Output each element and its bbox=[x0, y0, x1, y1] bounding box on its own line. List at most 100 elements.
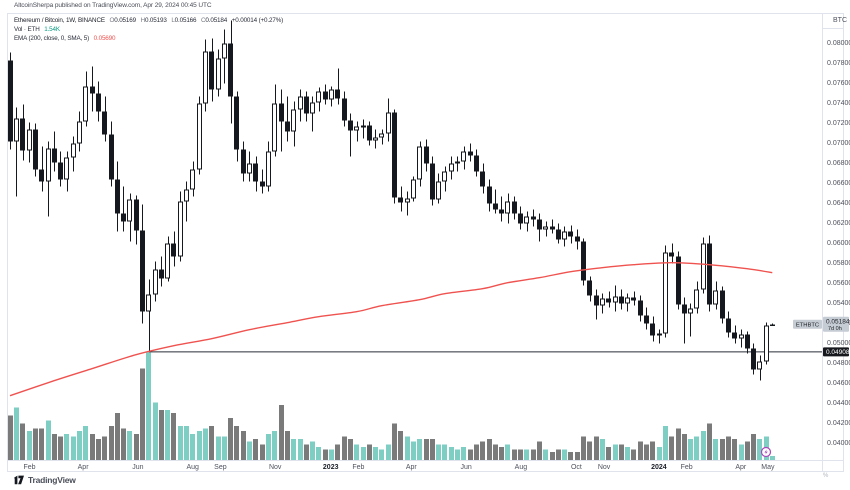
candle-down bbox=[751, 348, 756, 370]
candle-down bbox=[531, 216, 536, 220]
month-tick-label: Sep bbox=[214, 464, 227, 471]
candle-up bbox=[178, 201, 183, 257]
volume-bar bbox=[398, 431, 403, 460]
month-tick-label: Feb bbox=[23, 464, 35, 471]
candle-up bbox=[361, 125, 366, 128]
price-tick-label: 0.08000 bbox=[827, 40, 850, 47]
candle-down bbox=[39, 169, 44, 182]
tradingview-logo[interactable]: TradingView bbox=[13, 474, 76, 485]
candle-down bbox=[228, 43, 233, 97]
candle-up bbox=[764, 325, 769, 362]
volume-bar bbox=[543, 449, 548, 460]
volume-bar bbox=[115, 412, 120, 460]
volume-bar bbox=[631, 449, 636, 460]
candle-up bbox=[405, 198, 410, 203]
candle-down bbox=[487, 186, 492, 204]
volume-bar bbox=[474, 444, 479, 460]
candle-down bbox=[260, 181, 265, 187]
candle-down bbox=[8, 60, 13, 142]
volume-bar bbox=[367, 444, 372, 460]
candle-up bbox=[449, 163, 454, 172]
volume-bar bbox=[505, 444, 510, 460]
bar-countdown: 7d 0h bbox=[828, 326, 842, 332]
volume-bar bbox=[379, 449, 384, 460]
volume-bar bbox=[20, 423, 25, 460]
volume-bar bbox=[411, 441, 416, 460]
volume-bar bbox=[707, 423, 712, 460]
candle-down bbox=[631, 297, 636, 301]
attribution: AltcoinSherpa published on TradingView.c… bbox=[14, 2, 212, 9]
price-tick-label: 0.06000 bbox=[827, 240, 850, 247]
candle-up bbox=[77, 121, 82, 144]
price-tick-label: 0.06600 bbox=[827, 180, 850, 187]
candle-up bbox=[197, 103, 202, 170]
volume-bar bbox=[562, 449, 567, 460]
symbol-title: Ethereum / Bitcoin, 1W, BINANCE bbox=[14, 17, 105, 24]
candle-down bbox=[398, 197, 403, 203]
candle-down bbox=[367, 125, 372, 141]
volume-bar bbox=[531, 449, 536, 460]
month-tick-label: May bbox=[761, 464, 775, 471]
volume-bar bbox=[732, 439, 737, 460]
candle-up bbox=[310, 102, 315, 114]
volume-bar bbox=[109, 425, 114, 460]
volume-bar bbox=[480, 441, 485, 460]
event-marker-icon[interactable] bbox=[760, 446, 772, 458]
volume-bar bbox=[8, 415, 13, 460]
price-tick-label: 0.04600 bbox=[827, 380, 850, 387]
candle-up bbox=[657, 333, 662, 336]
volume-bar bbox=[512, 449, 517, 460]
candle-up bbox=[694, 289, 699, 309]
candle-down bbox=[335, 89, 340, 99]
price-tick-label: 0.05600 bbox=[827, 280, 850, 287]
candle-down bbox=[537, 219, 542, 230]
volume-bar bbox=[669, 436, 674, 460]
candle-up bbox=[203, 51, 208, 104]
candle-down bbox=[644, 315, 649, 324]
volume-bar bbox=[581, 436, 586, 460]
volume-bar bbox=[550, 452, 555, 460]
volume-bar bbox=[518, 449, 523, 460]
volume-bar bbox=[64, 433, 69, 460]
candle-down bbox=[430, 163, 435, 200]
candle-down bbox=[115, 179, 120, 214]
candle-down bbox=[134, 199, 139, 231]
volume-bar bbox=[701, 431, 706, 460]
volume-bar bbox=[361, 446, 366, 460]
volume-bar bbox=[83, 425, 88, 460]
month-tick-label: Jun bbox=[132, 464, 143, 471]
price-axis[interactable]: 0.08000 0.07800 0.07600 0.07400 0.07200 0.070… bbox=[827, 40, 850, 447]
volume-bar bbox=[726, 436, 731, 460]
volume-bar bbox=[354, 444, 359, 460]
candle-up bbox=[461, 151, 466, 162]
volume-bar bbox=[153, 402, 158, 460]
volume-bar bbox=[449, 446, 454, 460]
candle-down bbox=[638, 300, 643, 316]
volume-bar bbox=[58, 436, 63, 460]
volume-bar bbox=[209, 425, 214, 460]
candle-down bbox=[676, 256, 681, 305]
open-label: O bbox=[109, 17, 115, 24]
volume-bar bbox=[468, 449, 473, 460]
volume-bar bbox=[424, 439, 429, 460]
price-tick-label: 0.05000 bbox=[827, 340, 850, 347]
price-tick-label: 0.05800 bbox=[827, 260, 850, 267]
candle-up bbox=[625, 297, 630, 304]
volume-bar bbox=[190, 433, 195, 460]
symbol-tag: ETHBTC bbox=[796, 322, 819, 328]
volume-bar bbox=[487, 439, 492, 460]
candle-up bbox=[373, 137, 378, 141]
volume-bar bbox=[121, 428, 126, 460]
volume-bar bbox=[253, 439, 258, 460]
time-axis[interactable]: Feb Apr Jun Aug Sep Nov 2023 Feb Apr Jun Aug Oct Nov… bbox=[23, 464, 775, 471]
volume-bar bbox=[184, 425, 189, 460]
volume-bar bbox=[228, 418, 233, 460]
candle-down bbox=[90, 86, 95, 94]
last-price-value: 0.05184 bbox=[826, 319, 850, 326]
volume-bar bbox=[33, 428, 38, 460]
volume-bar bbox=[342, 436, 347, 460]
ema-line bbox=[9, 261, 773, 397]
candle-up bbox=[247, 163, 252, 174]
